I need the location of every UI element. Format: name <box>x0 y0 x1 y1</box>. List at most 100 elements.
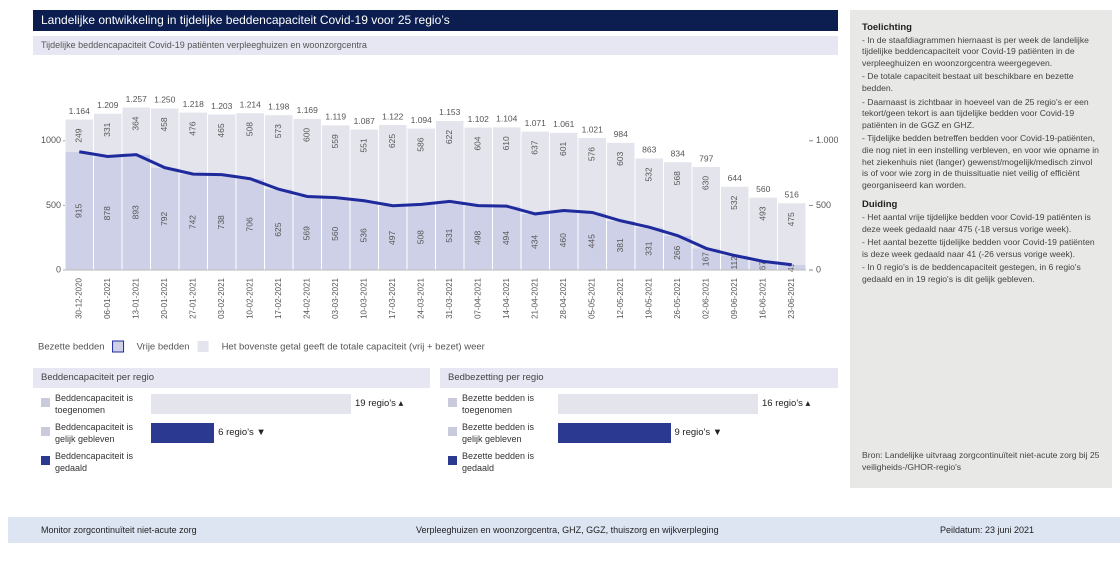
item-label: Beddencapaciteit is gelijk gebleven <box>55 422 134 444</box>
value-label: 532 <box>644 167 654 181</box>
x-tick-label: 12-05-2021 <box>616 277 625 318</box>
value-label: 560 <box>330 226 340 240</box>
bar-segment <box>94 156 122 270</box>
total-label: 984 <box>614 129 628 139</box>
bar-segment <box>664 162 692 236</box>
value-label: 625 <box>387 134 397 148</box>
sidebar: Toelichting - In de staafdiagrammen hiern… <box>850 10 1112 488</box>
bar-segment <box>265 189 293 270</box>
x-tick-label: 31-03-2021 <box>445 277 454 318</box>
item-swatch <box>448 427 457 436</box>
bar-segment <box>464 205 492 270</box>
value-label: 551 <box>359 138 369 152</box>
total-label: 644 <box>728 173 742 183</box>
bar-segment <box>179 174 207 270</box>
value-label: 601 <box>558 142 568 156</box>
total-label: 1.094 <box>411 115 433 125</box>
x-tick-label: 24-02-2021 <box>302 277 311 318</box>
value-label: 600 <box>302 128 312 142</box>
value-label: 893 <box>131 205 141 219</box>
header-title: Landelijke ontwikkeling in tijdelijke be… <box>33 10 838 31</box>
region-bar <box>151 423 215 443</box>
value-label: 637 <box>530 140 540 154</box>
footer-right: Peildatum: 23 juni 2021 <box>940 525 1035 535</box>
value-label: 532 <box>729 195 739 209</box>
bar-segment <box>607 220 635 270</box>
bar-segment <box>208 174 236 270</box>
line <box>79 150 792 267</box>
bar-segment <box>350 200 378 270</box>
bar-segment <box>293 118 321 197</box>
bar-segment <box>293 196 321 270</box>
total-label: 1.169 <box>297 105 319 115</box>
value-label: 610 <box>501 136 511 150</box>
value-label: 458 <box>159 117 169 131</box>
item-swatch <box>448 398 457 407</box>
bar-segment <box>94 113 122 157</box>
value-label: 266 <box>672 245 682 259</box>
bar-segment <box>778 264 806 270</box>
x-tick-label: 23-06-2021 <box>787 277 796 318</box>
bar-segment <box>265 115 293 190</box>
bar-segment <box>322 197 350 270</box>
bar-segment <box>236 178 264 270</box>
x-tick-label: 30-12-2020 <box>74 277 83 318</box>
value-label: 493 <box>758 206 768 220</box>
value-label: 445 <box>587 234 597 248</box>
bar-segment <box>721 186 749 256</box>
total-label: 1.071 <box>525 118 547 128</box>
total-label: 1.203 <box>211 101 233 111</box>
bar-segment <box>692 167 720 249</box>
x-tick-label: 14-04-2021 <box>502 277 511 318</box>
item-label: Bezette bedden is gelijk gebleven <box>462 422 535 444</box>
bar-segment <box>322 125 350 198</box>
bar-segment <box>521 213 549 270</box>
total-label: 1.061 <box>553 119 575 129</box>
item-label: Bezette bedden is toegenomen <box>462 393 535 415</box>
legend-label: Vrije bedden <box>137 342 190 353</box>
value-label: 508 <box>245 122 255 136</box>
bar-segment <box>379 205 407 270</box>
total-label: 1.218 <box>183 99 205 109</box>
region-bar-label: 6 regio's ▼ <box>218 427 266 438</box>
item-swatch <box>41 398 50 407</box>
x-tick-label: 26-05-2021 <box>673 277 682 318</box>
total-label: 1.164 <box>69 106 91 116</box>
bar-segment <box>151 108 179 168</box>
value-label: 41 <box>786 262 796 272</box>
value-label: 559 <box>330 134 340 148</box>
bar-segment <box>236 113 264 179</box>
total-label: 1.257 <box>126 94 148 104</box>
chart-subtitle: Tijdelijke beddencapaciteit Covid-19 pat… <box>33 36 838 55</box>
bar-segment <box>493 127 521 207</box>
value-label: 497 <box>387 231 397 245</box>
value-label: 792 <box>159 211 169 225</box>
bar-segment <box>407 128 435 205</box>
value-label: 331 <box>102 122 112 136</box>
legend-note: Het bovenste getal geeft de totale capac… <box>222 342 485 353</box>
value-label: 915 <box>74 204 84 218</box>
region-panel: Beddencapaciteit per regio Beddencapacite… <box>33 368 430 483</box>
x-tick-label: 28-04-2021 <box>559 277 568 318</box>
value-label: 738 <box>216 215 226 229</box>
region-bar <box>558 423 671 443</box>
panel-title: Bedbezetting per regio <box>440 368 838 388</box>
value-label: 742 <box>188 215 198 229</box>
value-label: 434 <box>530 235 540 249</box>
bar-segment <box>550 210 578 270</box>
value-label: 706 <box>245 217 255 231</box>
value-label: 249 <box>74 128 84 142</box>
value-label: 604 <box>473 136 483 150</box>
bar-segment <box>379 125 407 206</box>
x-tick-label: 10-02-2021 <box>245 277 254 318</box>
bar-segment <box>635 227 663 270</box>
section-paragraph: - In 0 regio's is de beddencapaciteit ge… <box>862 262 1081 284</box>
value-label: 878 <box>102 206 112 220</box>
bar-segment <box>692 248 720 270</box>
value-label: 508 <box>416 230 426 244</box>
bar-segment <box>550 132 578 211</box>
value-label: 67 <box>758 261 768 271</box>
legend-swatch <box>197 341 209 352</box>
value-label: 531 <box>444 228 454 242</box>
value-label: 460 <box>558 233 568 247</box>
